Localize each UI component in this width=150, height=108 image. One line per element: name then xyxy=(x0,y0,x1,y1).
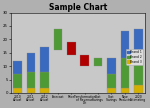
Bar xyxy=(120,88,129,93)
Bar xyxy=(134,29,143,55)
Bar xyxy=(54,29,62,50)
Bar xyxy=(107,74,116,88)
Legend: Brand 1, Brand 2, Brand 3: Brand 1, Brand 2, Brand 3 xyxy=(126,49,143,65)
Bar xyxy=(40,47,49,71)
Bar xyxy=(13,88,22,93)
Title: Sample Chart: Sample Chart xyxy=(49,3,107,12)
Bar xyxy=(67,42,76,55)
Bar xyxy=(27,53,35,71)
Bar xyxy=(80,55,89,66)
Bar xyxy=(40,88,49,93)
Bar xyxy=(120,31,129,58)
Bar xyxy=(27,88,35,93)
Bar xyxy=(27,71,35,88)
Bar xyxy=(134,55,143,85)
Bar xyxy=(94,58,102,66)
Bar xyxy=(13,61,22,74)
Bar xyxy=(120,58,129,88)
Bar xyxy=(107,88,116,93)
Bar xyxy=(107,58,116,74)
Bar xyxy=(134,85,143,93)
Bar xyxy=(13,74,22,88)
Bar xyxy=(40,71,49,88)
